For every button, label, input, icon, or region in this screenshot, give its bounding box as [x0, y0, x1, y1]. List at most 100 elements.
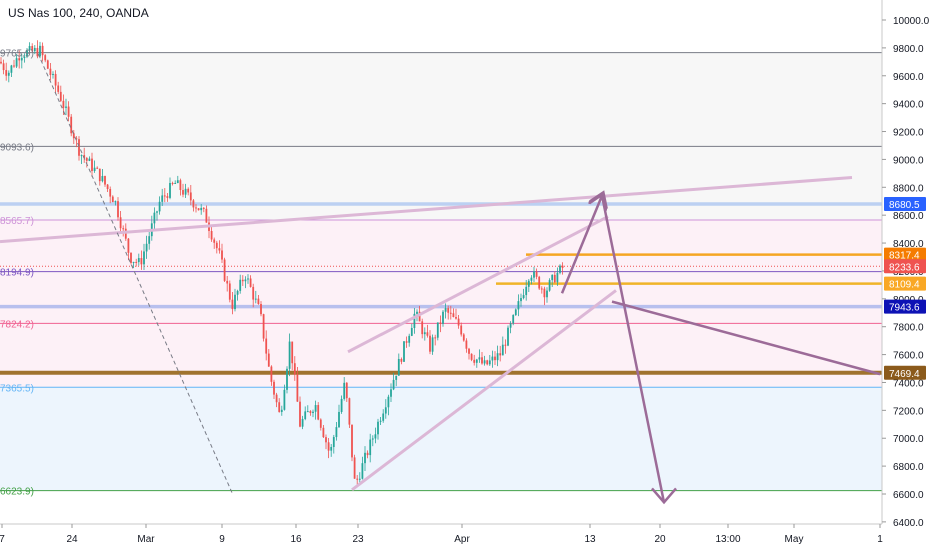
candle-body: [418, 311, 421, 322]
candle-body: [426, 332, 429, 336]
candle-body: [96, 167, 99, 169]
candle-body: [561, 265, 564, 268]
candle-body: [72, 133, 75, 139]
candle-body: [439, 322, 442, 324]
candle-body: [223, 259, 226, 281]
candle-body: [2, 63, 5, 71]
candle-body: [130, 252, 132, 263]
fib-label: 6623.9): [0, 487, 34, 498]
x-tick-label: 23: [352, 534, 364, 545]
x-tick-label: 20: [654, 534, 666, 545]
candle-body: [361, 463, 364, 479]
candle-body: [535, 271, 538, 277]
y-tick-label: 8600.0: [893, 211, 924, 222]
candle-body: [442, 311, 444, 324]
candle-body: [135, 261, 138, 263]
candle-body: [80, 155, 83, 157]
candle-body: [449, 312, 452, 314]
candle-body: [410, 327, 413, 336]
candle-body: [205, 208, 208, 223]
candle-body: [270, 366, 273, 382]
candle-body: [486, 360, 489, 365]
candle-body: [364, 452, 366, 464]
candle-body: [514, 309, 517, 315]
candle-body: [478, 357, 481, 360]
candle-body: [384, 407, 387, 414]
candle-body: [470, 353, 473, 360]
candle-body: [296, 374, 299, 402]
candle-body: [197, 208, 200, 211]
candle-body: [327, 442, 330, 451]
candle-body: [7, 72, 10, 76]
candle-body: [533, 271, 535, 278]
time-axis[interactable]: 7 24 Mar 9 16 23 Apr 13 20 13:00 May 1: [0, 524, 883, 545]
candle-body: [475, 359, 478, 363]
candle-body: [202, 207, 205, 209]
candle-body: [221, 250, 223, 260]
candle-body: [65, 106, 67, 108]
fib-level-lines: [0, 52, 882, 492]
candle-body: [226, 280, 229, 284]
channel-lower-line: [351, 289, 617, 492]
candle-body: [273, 381, 275, 395]
candle-body: [137, 258, 140, 263]
candle-body: [317, 405, 320, 420]
candle-body: [553, 274, 556, 283]
candle-body: [104, 176, 106, 185]
candle-body: [5, 70, 8, 76]
candle-body: [286, 368, 288, 390]
candle-body: [457, 318, 460, 326]
candle-body: [405, 341, 408, 343]
y-tick-label: 8800.0: [893, 183, 924, 194]
candle-body: [119, 217, 122, 229]
candle-body: [228, 283, 231, 300]
candle-body: [83, 155, 86, 158]
candle-body: [538, 276, 541, 289]
x-tick-label: 16: [290, 534, 302, 545]
candle-body: [127, 238, 130, 253]
candle-body: [421, 321, 424, 335]
y-tick-label: 7800.0: [893, 323, 924, 334]
candle-body: [171, 182, 174, 184]
candle-body: [75, 138, 78, 140]
candle-body: [353, 457, 356, 479]
candle-body: [161, 195, 164, 202]
y-tick-label: 7000.0: [893, 434, 924, 445]
trend-drawings: [0, 53, 881, 505]
candle-body: [343, 382, 346, 399]
candle-body: [379, 420, 382, 422]
candle-body: [465, 340, 468, 349]
candle-body: [36, 47, 39, 57]
candle-body: [234, 294, 236, 310]
candle-body: [338, 411, 340, 428]
candle-body: [301, 419, 304, 427]
y-tick-label: 9600.0: [893, 72, 924, 83]
candle-body: [44, 55, 47, 61]
y-tick-label: 6400.0: [893, 518, 924, 529]
candle-body: [530, 277, 533, 281]
candle-body: [184, 188, 187, 195]
candle-body: [13, 65, 15, 67]
price-tag-label: 7469.4: [889, 369, 920, 380]
candle-body: [231, 299, 234, 310]
candle-body: [423, 332, 426, 335]
x-tick-label: 7: [0, 534, 5, 545]
candle-body: [111, 196, 114, 203]
price-tag-box: [884, 276, 926, 291]
y-tick-label: 9200.0: [893, 128, 924, 139]
candle-body: [254, 298, 257, 300]
candle-body: [148, 236, 151, 244]
candle-body: [166, 196, 169, 198]
candle-body: [114, 201, 117, 203]
x-tick-label: 9: [219, 534, 225, 545]
candle-body: [213, 239, 216, 243]
candle-body: [189, 192, 192, 201]
candle-body: [322, 427, 325, 438]
candle-body: [70, 116, 73, 134]
candle-body: [153, 212, 156, 224]
candle-body: [49, 68, 52, 75]
x-tick-label: Apr: [454, 534, 470, 545]
candle-body: [91, 158, 93, 171]
